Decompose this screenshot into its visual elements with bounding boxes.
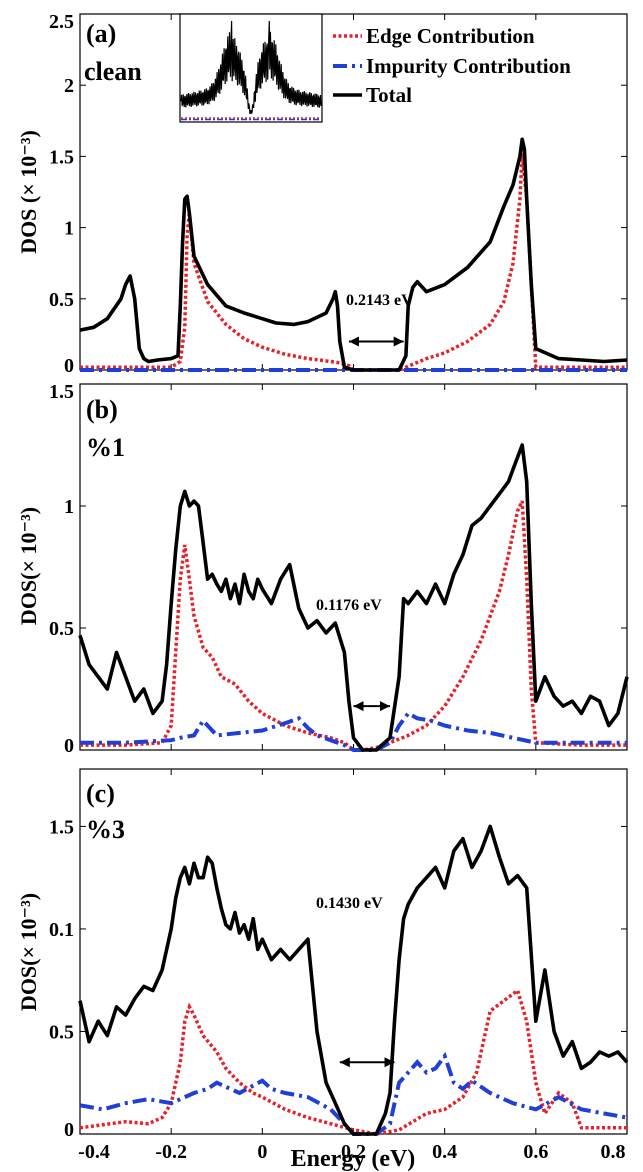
inset-series <box>180 20 322 121</box>
panel-a: 0 0.5 1 1.5 2 2.5 (a) clean DOS (× 10⁻³) 0.21… <box>16 11 628 377</box>
panel-c-xticks: -0.4 -0.2 0 0.2 0.4 0.6 0.8 <box>78 1141 625 1163</box>
panel-c-total-line <box>78 824 629 1136</box>
panel-c-frame <box>79 768 628 1135</box>
panel-c: 00.50.11.5 (c) %3 DOS(× 10⁻³) 0.1430 eV … <box>16 768 629 1172</box>
panel-c-series <box>78 824 629 1136</box>
gap-arrow-head-left <box>339 1057 350 1068</box>
panel-c-label: (c) <box>86 779 115 808</box>
panel-c-impurity-contribution-line <box>79 1051 628 1136</box>
gap-arrow-head-right <box>379 701 390 712</box>
x-tick-label: -0.2 <box>155 1141 187 1163</box>
panel-b-gap-arrow <box>353 701 390 712</box>
panel-c-subtitle: %3 <box>86 815 125 844</box>
panel-c-ylabel: DOS(× 10⁻³) <box>16 893 41 1011</box>
gap-arrow-head-left <box>353 701 364 712</box>
y-tick-label: 0 <box>64 1119 74 1141</box>
x-tick-label: 0 <box>257 1141 267 1163</box>
y-tick-label: 0.5 <box>49 289 74 311</box>
x-tick-label: 0.2 <box>341 1141 366 1163</box>
x-tick-label: 0.8 <box>601 1141 626 1163</box>
inset-frame <box>179 13 323 123</box>
x-tick-label: -0.4 <box>78 1141 110 1163</box>
panel-c-edge-contribution-line <box>79 987 627 1136</box>
y-tick-label: 1.5 <box>49 381 74 403</box>
panel-b-edge-contribution-line <box>80 500 627 752</box>
x-axis-label: Energy (eV) <box>291 1146 416 1172</box>
panel-a-edge-contribution-line <box>80 153 627 372</box>
panel-b: 0 0.5 1 1.5 (b) %1 DOS(× 10⁻³) 0.1176 eV <box>16 381 629 757</box>
legend-impurity-label: Impurity Contribution <box>366 54 571 78</box>
y-tick-label: 1 <box>64 218 74 240</box>
legend-total-label: Total <box>366 83 412 107</box>
legend: Edge Contribution Impurity Contribution … <box>333 24 571 107</box>
y-tick-label: 1.5 <box>49 816 74 838</box>
panel-c-ticks: 0 0.5 0.1 1.5 <box>49 769 628 1141</box>
y-tick-label: 0 <box>64 735 74 757</box>
panel-a-gap-arrow <box>348 336 404 347</box>
gap-arrow-head-left <box>348 336 359 347</box>
panel-a-label: (a) <box>86 19 116 48</box>
y-tick-label: 2 <box>64 75 74 97</box>
gap-arrow-head-right <box>384 1057 395 1068</box>
panel-c-gap-label: 0.1430 eV <box>316 895 383 912</box>
panel-a-ticks: 0 0.5 1 1.5 2 2.5 <box>49 11 628 377</box>
panel-c-gap-arrow <box>339 1057 395 1068</box>
x-tick-label: 0.6 <box>523 1141 548 1163</box>
panel-a-subtitle: clean <box>84 57 142 86</box>
y-tick-label: 1 <box>64 496 74 518</box>
panel-a-series <box>79 137 628 372</box>
panel-b-ylabel: DOS(× 10⁻³) <box>16 507 41 625</box>
panel-b-subtitle: %1 <box>86 433 125 462</box>
panel-b-total-line <box>78 443 629 752</box>
panel-b-impurity-contribution-line <box>80 710 627 752</box>
y-tick-label: 2.5 <box>49 11 74 33</box>
inset-total-line <box>180 20 322 115</box>
y-tick-label: 0.5 <box>49 1021 74 1043</box>
legend-edge-label: Edge Contribution <box>366 24 535 48</box>
inset-plot <box>179 13 323 123</box>
panel-b-series <box>78 443 629 752</box>
panel-b-gap-label: 0.1176 eV <box>316 597 382 614</box>
y-tick-label: 0 <box>64 355 74 377</box>
y-tick-label: 1.5 <box>49 146 74 168</box>
panel-a-total-line <box>79 137 628 372</box>
y-tick-label: 0.5 <box>49 618 74 640</box>
panel-b-label: (b) <box>86 395 118 424</box>
panel-a-gap-label: 0.2143 eV <box>346 292 413 309</box>
y-tick-label: 0.1 <box>49 919 74 941</box>
panel-a-ylabel: DOS (× 10⁻³) <box>16 130 41 254</box>
x-tick-label: 0.4 <box>432 1141 457 1163</box>
gap-arrow-head-right <box>393 336 404 347</box>
panel-b-ticks: 0 0.5 1 1.5 <box>49 381 628 757</box>
